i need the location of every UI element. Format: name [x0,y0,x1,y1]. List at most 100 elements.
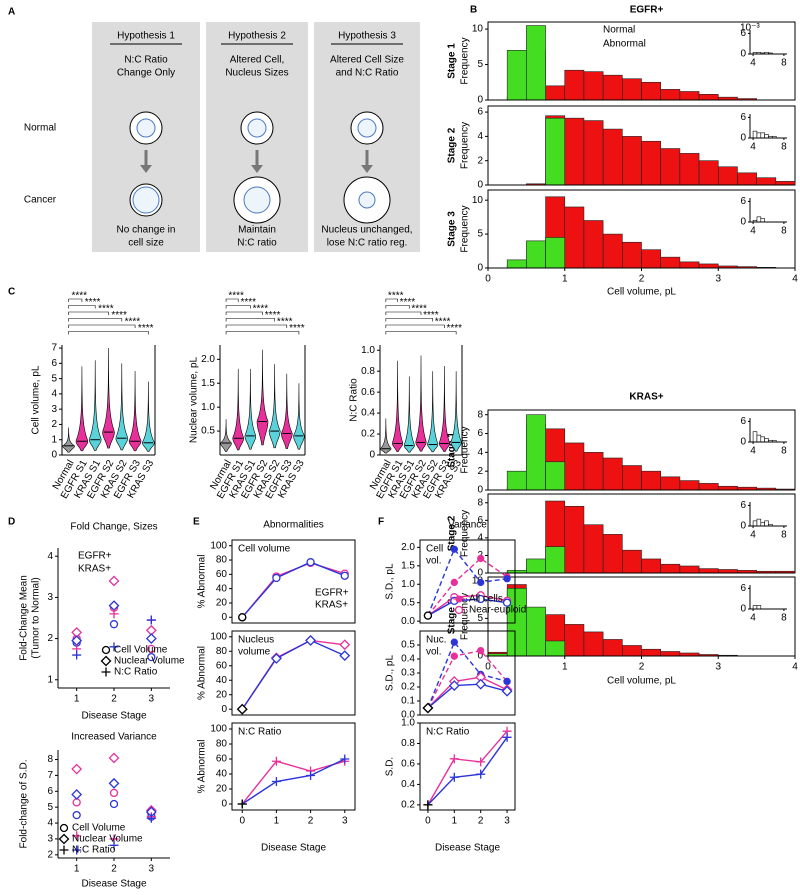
legend-label: Nuclear Volume [72,834,143,845]
y-axis-label: % Abnormal [197,646,208,700]
violin [128,370,142,452]
inset-bar [764,438,769,443]
y-tick-label: 0 [477,95,483,106]
y-tick-label: 1.5 [401,560,415,571]
hypothesis-subtitle: Change Only [117,68,175,79]
point [109,609,119,619]
row-label: Cancer [24,195,57,206]
histogram-bar [526,414,546,491]
row-label: Stage 2 [447,127,458,163]
point [270,653,282,664]
y-tick-label: 3 [47,834,53,845]
y-tick-label: 40 [216,675,228,686]
y-tick-label: 80 [216,739,228,750]
histogram-bar [622,136,642,186]
inset-x-tick-label: 4 [750,226,756,237]
violin [438,365,451,452]
point [503,677,511,686]
point [58,833,70,845]
y-tick-label: 1 [51,434,57,445]
violin [380,418,392,454]
histogram-bar [545,237,566,269]
x-tick-label: 0 [485,662,491,673]
inset-x-tick-label: 8 [781,530,787,541]
hypothesis-subtitle: Altered Cell, [230,55,284,66]
y-axis-label: Frequency [460,426,471,473]
point [450,578,458,587]
violin [232,368,244,451]
point [145,633,157,645]
significance-label: **** [423,310,439,321]
point [108,575,120,587]
panel-label: E [193,517,200,528]
histogram-bar [545,85,566,101]
point [71,789,83,800]
significance-bracket [68,331,149,335]
significance-label: **** [446,323,462,334]
histogram-bar [583,452,604,491]
x-tick-label: 3 [504,816,510,827]
point [109,642,119,652]
point [238,613,247,622]
significance-label: **** [400,297,416,308]
point [450,638,458,646]
inset-bar [752,130,758,139]
histogram-bar [526,240,546,269]
inset-y-tick-label: 0 [740,437,746,448]
y-axis-label: Cell volume, pL [31,365,42,434]
line [427,640,508,709]
histogram-bar [564,624,585,657]
y-tick-label: 4 [477,447,483,458]
point [109,799,119,809]
histogram-bar [583,71,604,101]
y-axis-label: Frequency [460,510,471,557]
inset-bar [756,216,762,223]
y-tick-label: 0 [477,485,483,496]
violin [115,363,128,451]
point [109,788,119,798]
legend-label: Normal [603,25,635,36]
point [271,777,281,786]
legend-label: EGFR+ [315,588,349,599]
violin [75,366,89,452]
y-tick-label: 60 [216,660,228,671]
point [109,840,119,850]
y-axis-label: S.D. [385,757,396,776]
inset-bar [760,436,765,443]
inset-y-tick-label: 6 [740,500,746,511]
inset-y-tick-label: 6 [740,28,746,39]
x-tick-label: 2 [308,816,314,827]
y-tick-label: 100 [210,724,227,735]
line [241,639,346,710]
significance-bracket [385,318,434,322]
violin [281,373,293,449]
y-tick-label: 4 [47,818,53,829]
y-tick-label: 0.5 [201,426,215,437]
point [423,611,433,620]
legend-label: Abnormal [603,39,646,50]
histogram-bar [660,476,681,491]
histogram-bar [583,524,604,574]
inset-y-tick-label: 6 [740,416,746,427]
histogram-bar [756,177,777,186]
significance-label: **** [435,317,451,328]
histogram-bar [602,233,623,269]
y-tick-label: 1.0 [401,579,415,590]
y-tick-label: 0 [51,450,57,461]
y-tick-label: 0.6 [361,387,375,398]
histogram-bar [717,485,738,491]
point [72,650,82,660]
inset-bar [752,605,758,610]
y-tick-label: 0.1 [401,696,415,707]
chart-title: Fold Change, Sizes [70,522,157,533]
y-tick-label: 0.0 [401,616,415,627]
y-tick-label: 10 [472,24,484,35]
histogram-bar [583,120,604,186]
inset-y-tick-label: 6 [740,196,746,207]
hypothesis-caption: N:C ratio [237,238,277,249]
y-tick-label: 100 [210,631,227,642]
x-tick-label: 0 [485,274,491,285]
histogram-bar [564,505,585,574]
histogram-bar [545,461,566,491]
nucleus [358,191,376,209]
